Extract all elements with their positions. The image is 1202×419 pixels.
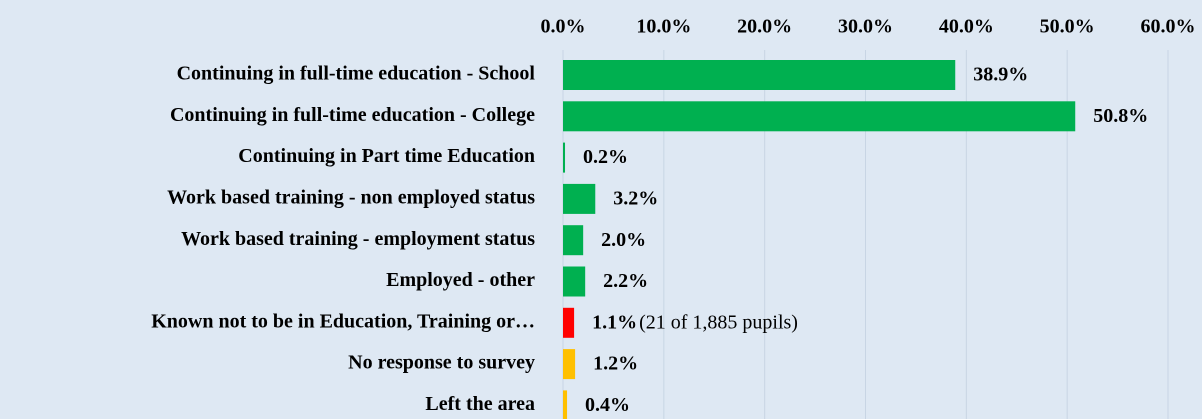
value-label: 0.4% (585, 394, 630, 416)
category-label: Continuing in Part time Education (238, 145, 535, 167)
category-label: Work based training - employment status (181, 228, 535, 250)
x-tick-label: 0.0% (541, 16, 586, 38)
annotation: (21 of 1,885 pupils) (639, 311, 798, 333)
x-tick-label: 10.0% (636, 16, 691, 38)
bar (563, 349, 576, 380)
value-label: 2.2% (603, 270, 648, 292)
x-tick-label: 20.0% (737, 16, 792, 38)
bar (563, 60, 956, 90)
category-label: Work based training - non employed statu… (167, 186, 535, 208)
category-label: Continuing in full-time education - Coll… (170, 104, 535, 126)
category-label: Left the area (425, 393, 535, 415)
value-label: 50.8% (1093, 105, 1148, 127)
bar (563, 307, 575, 338)
value-label: 3.2% (613, 187, 658, 209)
bar (563, 101, 1076, 132)
value-label: 2.0% (601, 229, 646, 251)
bar (563, 142, 566, 173)
bar (563, 266, 586, 297)
bar (563, 183, 596, 214)
x-tick-label: 40.0% (939, 16, 994, 38)
value-label: 38.9% (973, 64, 1028, 86)
value-label: 1.2% (593, 353, 638, 375)
x-tick-label: 50.0% (1040, 16, 1095, 38)
x-tick-label: 60.0% (1141, 16, 1196, 38)
category-label: No response to survey (348, 352, 535, 374)
category-label: Known not to be in Education, Training o… (151, 310, 535, 332)
value-label: 1.1% (592, 311, 637, 333)
bar (563, 225, 584, 256)
bar (563, 390, 568, 419)
value-label: 0.2% (583, 146, 628, 168)
x-tick-label: 30.0% (838, 16, 893, 38)
category-label: Employed - other (386, 269, 535, 291)
category-label: Continuing in full-time education - Scho… (177, 63, 536, 85)
